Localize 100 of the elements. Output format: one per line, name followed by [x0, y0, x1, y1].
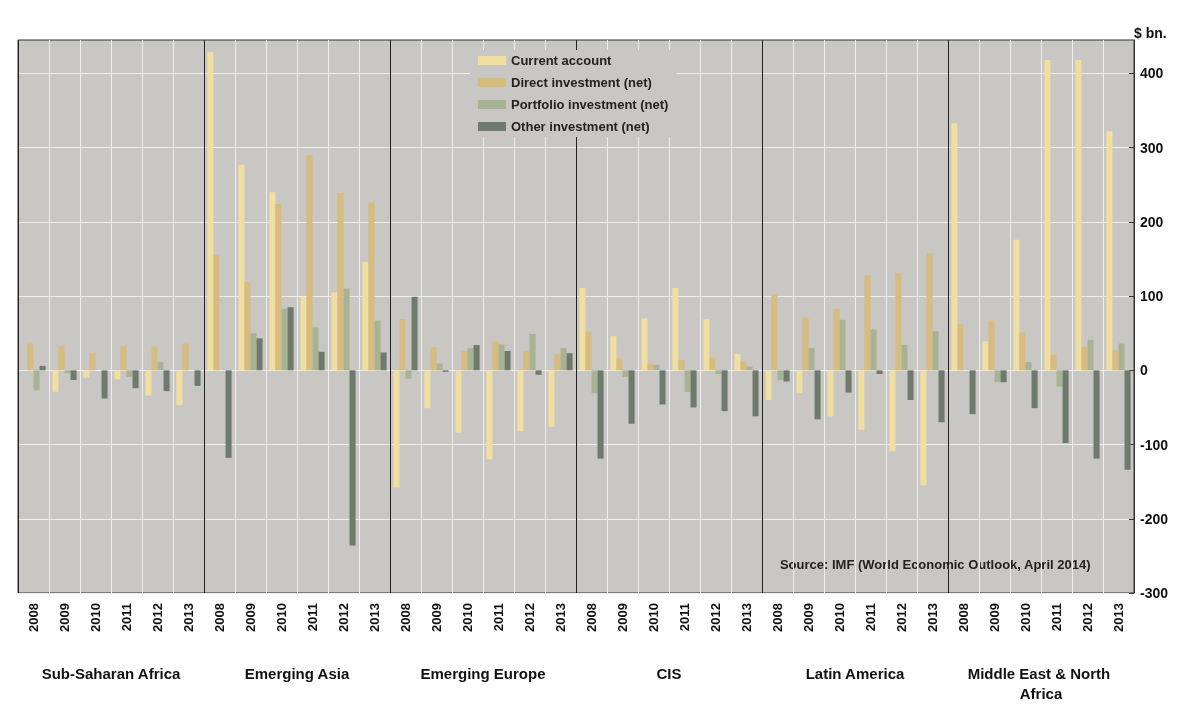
bar [151, 346, 158, 371]
bar [238, 164, 245, 371]
bar [430, 347, 437, 371]
bar [287, 307, 294, 371]
x-tick-label: 2008 [584, 603, 599, 632]
bar [703, 319, 710, 371]
x-tick-label: 2009 [57, 603, 72, 632]
bar [752, 370, 759, 417]
bar [176, 370, 183, 406]
x-tick-label: 2011 [863, 603, 878, 632]
bar [715, 370, 722, 375]
bar [684, 370, 691, 392]
x-tick-label: 2010 [646, 603, 661, 632]
bar [182, 343, 189, 371]
x-tick-label: 2013 [1111, 603, 1126, 632]
x-tick-label: 2012 [708, 603, 723, 632]
bar [1087, 339, 1094, 371]
bar [951, 123, 958, 371]
bar [1118, 343, 1125, 371]
bar [740, 361, 747, 371]
bar [27, 343, 34, 371]
bar [597, 370, 604, 459]
bar [517, 370, 524, 432]
bar [622, 370, 629, 377]
x-tick-label: 2010 [274, 603, 289, 632]
x-tick-label: 2013 [367, 603, 382, 632]
y-tick-label: 0 [1140, 362, 1148, 379]
bar [827, 370, 834, 417]
bar [120, 345, 127, 371]
x-tick-label: 2008 [956, 603, 971, 632]
bar [64, 370, 71, 374]
bar [132, 370, 139, 389]
bar [858, 370, 865, 430]
bar [312, 327, 319, 371]
bar [83, 370, 90, 378]
bar [529, 333, 536, 371]
legend-label: Other investment (net) [511, 119, 650, 134]
x-tick-label: 2009 [801, 603, 816, 632]
bar [461, 351, 468, 371]
bar [1124, 370, 1131, 470]
text: Latin America [805, 664, 905, 682]
bar [101, 370, 108, 399]
bar [1050, 354, 1057, 371]
bar [1031, 370, 1038, 409]
x-tick-label: 2012 [522, 603, 537, 632]
bar [814, 370, 821, 420]
bar [994, 370, 1001, 383]
bar [616, 358, 623, 371]
bar [33, 370, 40, 391]
text: Sub-Saharan Africa [41, 664, 181, 682]
bar [300, 296, 307, 371]
bar [845, 370, 852, 393]
bar [641, 318, 648, 371]
bar [920, 370, 927, 486]
bar [721, 370, 728, 412]
bar [157, 362, 164, 371]
bar [89, 353, 96, 371]
bar [709, 357, 716, 371]
x-tick-label: 2010 [832, 603, 847, 632]
x-tick-label: 2012 [1080, 603, 1095, 632]
bar [864, 275, 871, 371]
bar [473, 345, 480, 371]
x-tick-label: 2012 [894, 603, 909, 632]
bar [1019, 332, 1026, 371]
bar [492, 341, 499, 371]
bar [256, 338, 263, 371]
bar [1013, 239, 1020, 371]
bar [523, 351, 530, 371]
bar [126, 370, 133, 377]
bar [244, 281, 251, 371]
bar [659, 370, 666, 405]
bar [380, 352, 387, 371]
bar [901, 345, 908, 371]
y-tick-label: -300 [1140, 585, 1169, 601]
bar [783, 370, 790, 382]
x-tick-label: 2010 [88, 603, 103, 632]
bar [275, 204, 282, 371]
bar [610, 336, 617, 371]
text: Emerging Europe [420, 664, 546, 682]
bar [771, 294, 778, 371]
bar [777, 370, 784, 380]
x-tick-label: 2009 [429, 603, 444, 632]
bar [424, 370, 431, 409]
x-tick-label: 2011 [677, 603, 692, 632]
bar [628, 370, 635, 424]
x-tick-label: 2011 [1049, 603, 1064, 632]
bar [486, 370, 493, 460]
bar [504, 351, 511, 371]
x-tick-label: 2013 [553, 603, 568, 632]
bar [58, 345, 65, 371]
bar [1025, 362, 1032, 371]
bar [926, 253, 933, 371]
bar [734, 353, 741, 371]
bar [647, 363, 654, 371]
bar [870, 329, 877, 371]
bar [70, 370, 77, 380]
bar [690, 370, 697, 408]
bar [467, 348, 474, 371]
bar [808, 348, 815, 371]
y-axis-title: $ bn. [1134, 25, 1167, 41]
